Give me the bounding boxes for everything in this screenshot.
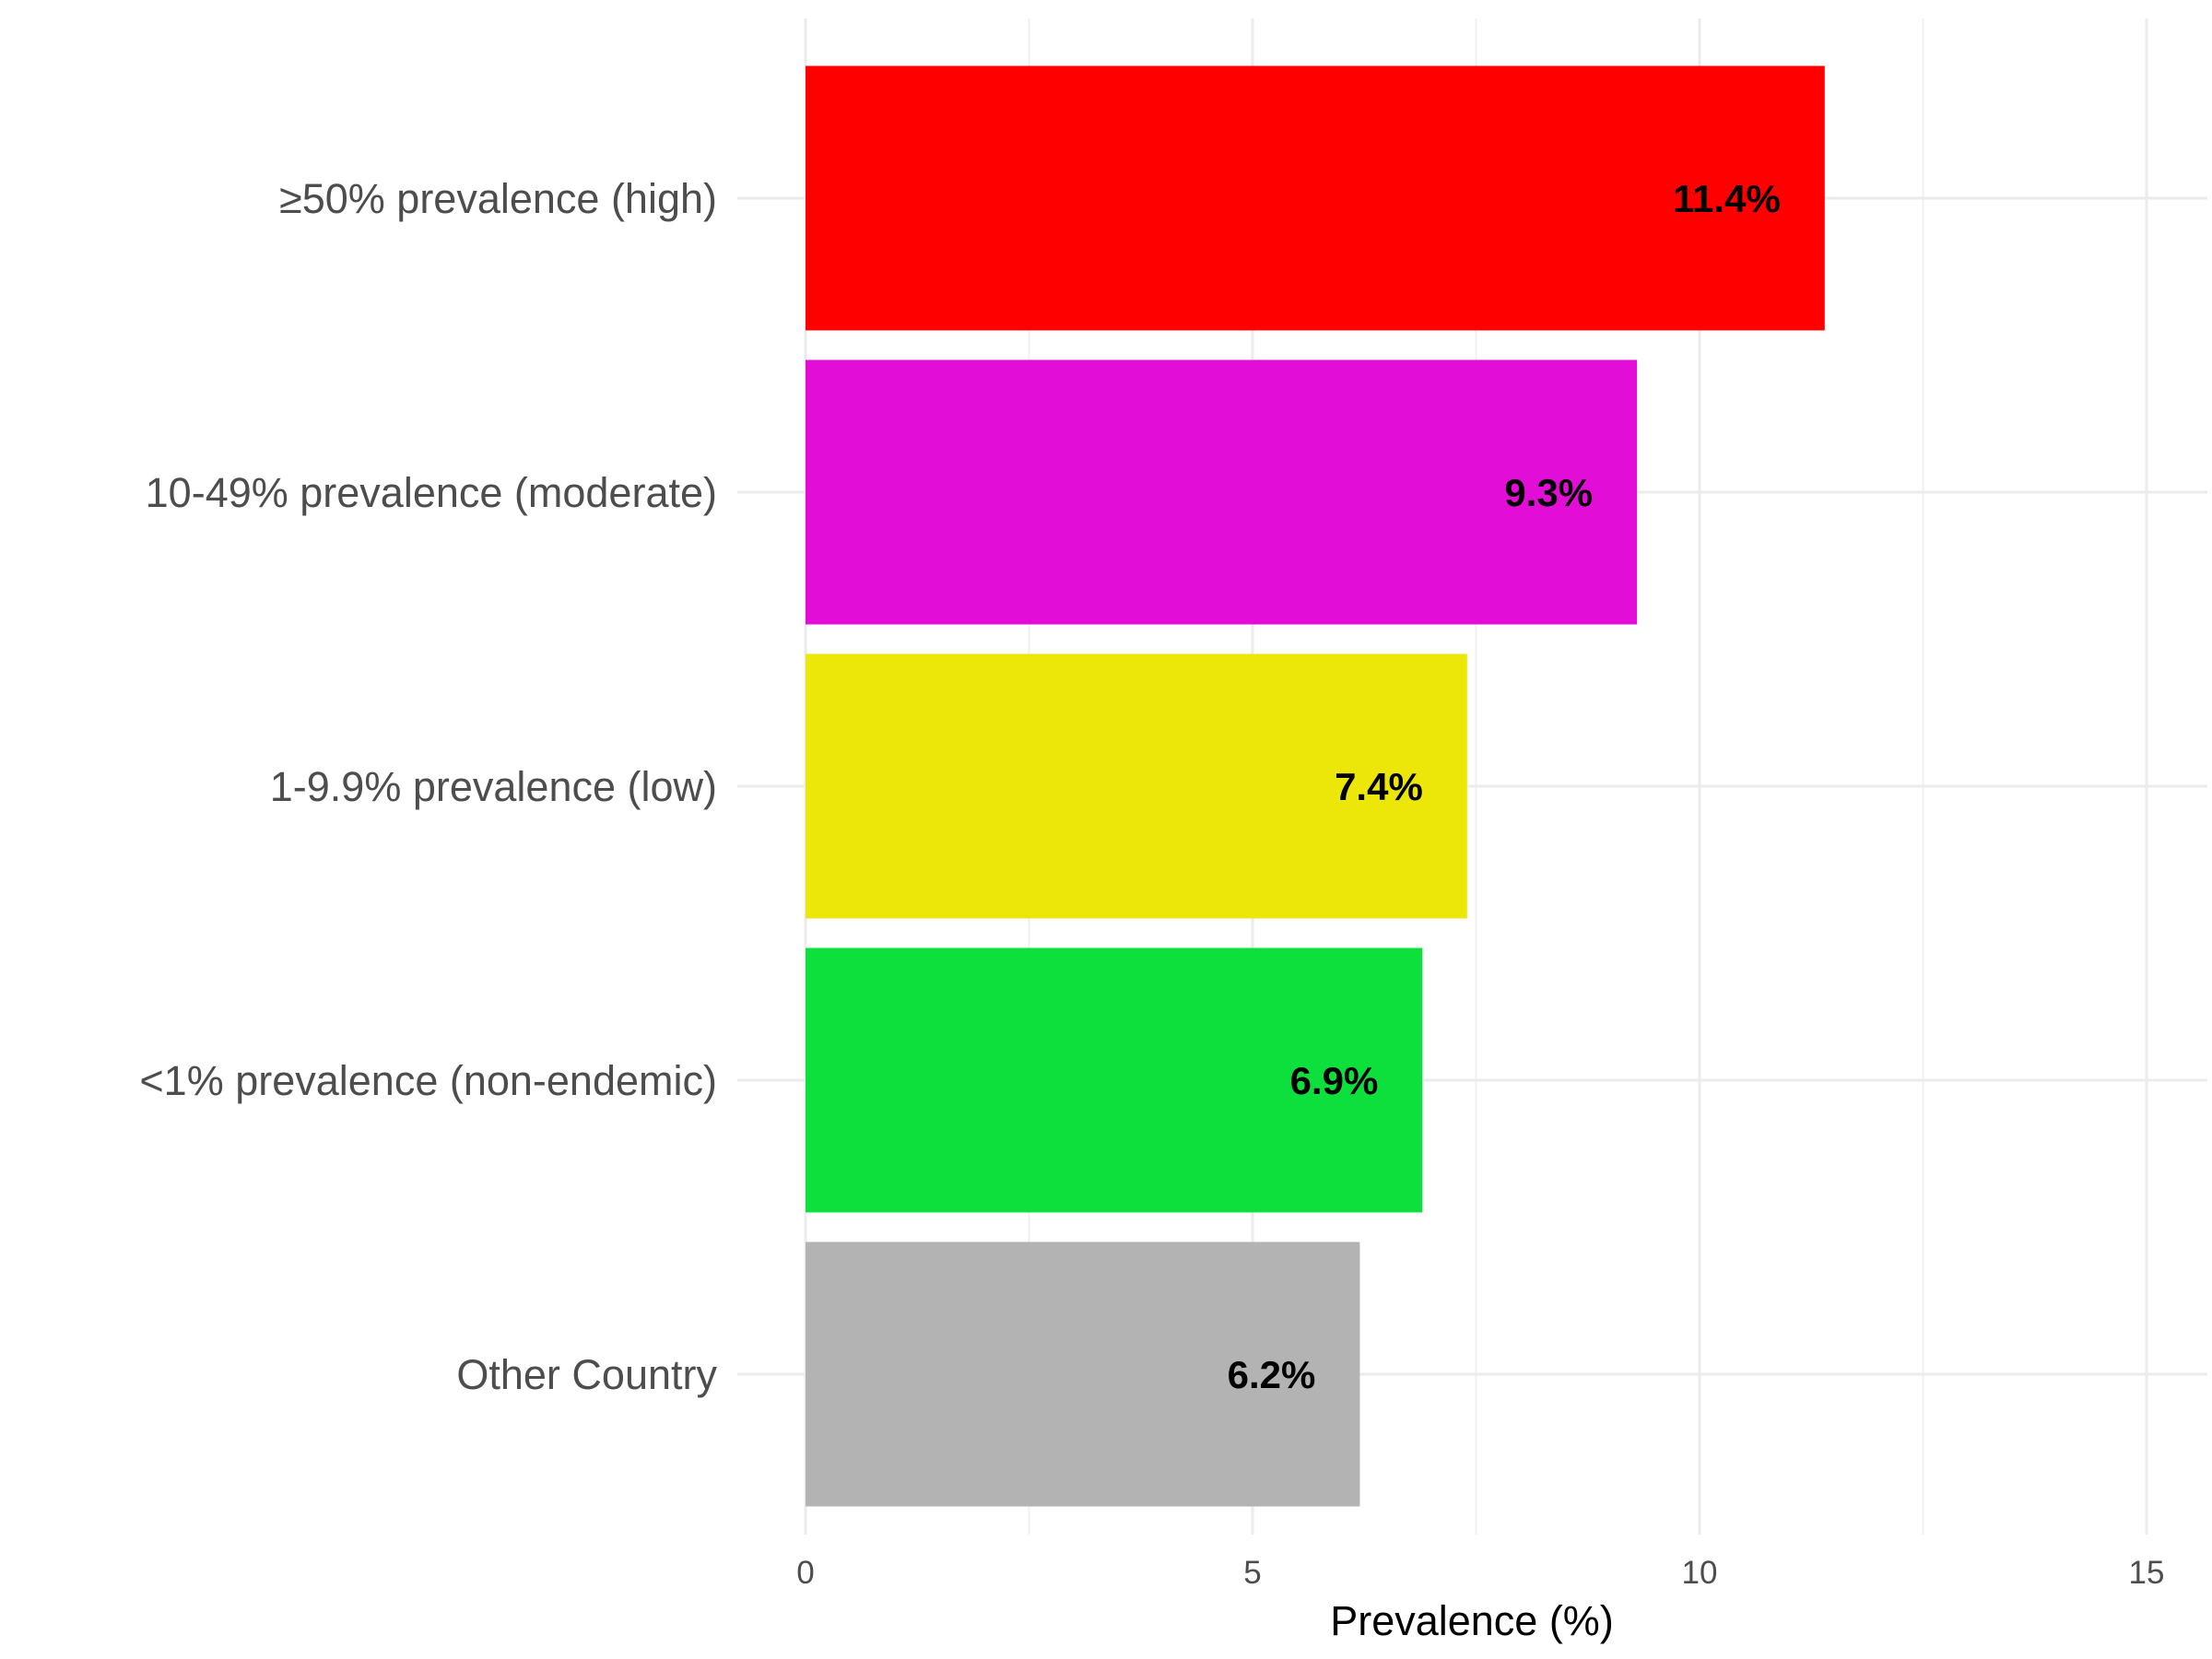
- x-tick-label: 10: [1682, 1555, 1718, 1591]
- x-axis-tick-labels: 0 5 10 15: [796, 1555, 2164, 1591]
- category-label: 1-9.9% prevalence (low): [270, 763, 717, 810]
- category-label: <1% prevalence (non-endemic): [139, 1057, 717, 1104]
- bar-value-label: 6.9%: [1290, 1059, 1379, 1102]
- bar-value-label: 6.2%: [1228, 1353, 1316, 1396]
- y-axis-category-labels: ≥50% prevalence (high) 10-49% prevalence …: [139, 175, 717, 1398]
- bar: [806, 65, 1825, 331]
- x-axis-title: Prevalence (%): [1330, 1597, 1614, 1644]
- bar-value-label: 9.3%: [1504, 471, 1593, 514]
- bar-value-labels: 11.4% 9.3% 7.4% 6.9% 6.2%: [1228, 177, 1781, 1396]
- bar: [806, 359, 1638, 625]
- category-label: Other Country: [456, 1351, 717, 1398]
- bar: [806, 947, 1423, 1213]
- bar: [806, 1241, 1360, 1507]
- x-tick-label: 15: [2129, 1555, 2165, 1591]
- category-label: 10-49% prevalence (moderate): [146, 469, 717, 516]
- x-tick-label: 0: [796, 1555, 814, 1591]
- category-label: ≥50% prevalence (high): [279, 175, 717, 222]
- x-tick-label: 5: [1243, 1555, 1261, 1591]
- bar-value-label: 11.4%: [1673, 177, 1781, 220]
- bar-value-label: 7.4%: [1335, 765, 1423, 808]
- bars: [806, 65, 1825, 1507]
- bar: [806, 653, 1467, 919]
